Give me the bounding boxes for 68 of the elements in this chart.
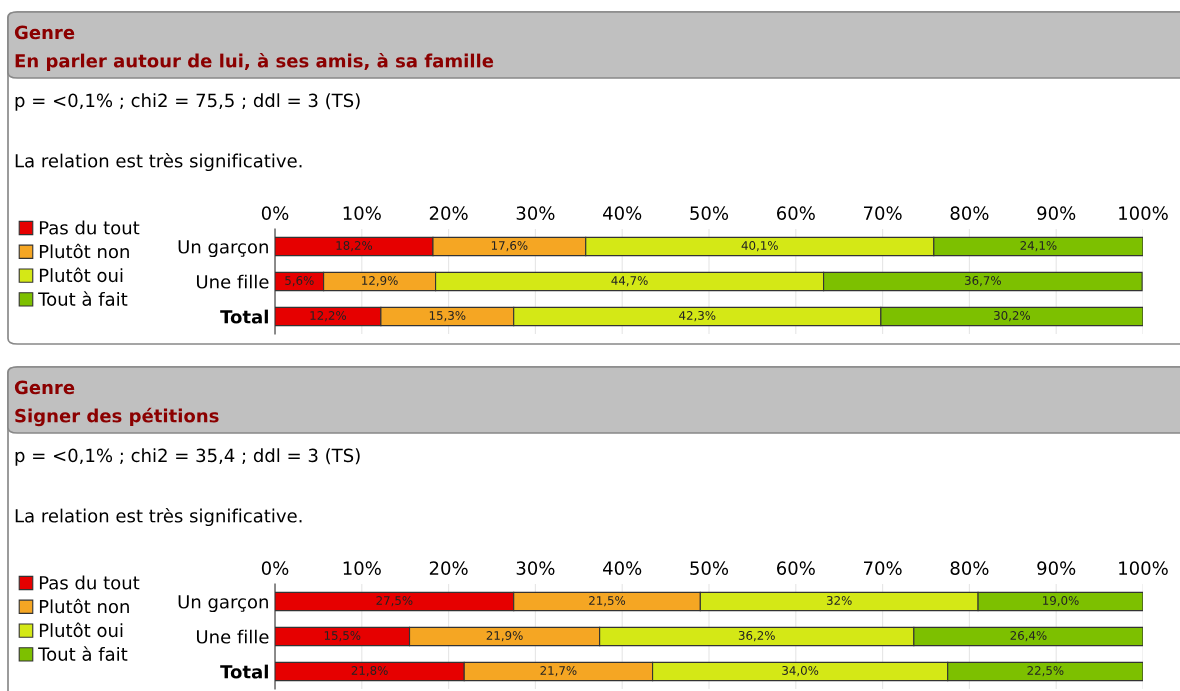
data-label: 15,5% bbox=[324, 631, 361, 642]
x-tick-label: 30% bbox=[516, 206, 555, 220]
data-label: 12,9% bbox=[362, 276, 398, 287]
data-label: 34,0% bbox=[782, 666, 819, 677]
x-tick-label: 100% bbox=[1119, 206, 1168, 220]
data-label: 30,2% bbox=[994, 311, 1031, 322]
y-tick-label: Total bbox=[220, 664, 268, 679]
data-label: 42,3% bbox=[679, 311, 716, 322]
text: Genre bbox=[14, 25, 75, 40]
y-tick-label: Total bbox=[220, 309, 268, 324]
text: Signer des pétitions bbox=[15, 407, 219, 427]
legend-label: Pas du tout bbox=[39, 220, 140, 235]
data-label: 19,0% bbox=[1043, 596, 1079, 607]
legend-label: Plutôt non bbox=[39, 598, 129, 614]
data-label: 21,9% bbox=[486, 631, 523, 642]
x-tick-label: 50% bbox=[690, 206, 729, 220]
x-tick-label: 80% bbox=[950, 206, 989, 220]
data-label: 17,6% bbox=[491, 241, 528, 252]
data-label: 5,6% bbox=[285, 276, 314, 287]
x-tick-label: 20% bbox=[429, 561, 468, 575]
x-tick-label: 40% bbox=[603, 206, 642, 220]
x-tick-label: 10% bbox=[343, 561, 381, 575]
x-tick-label: 90% bbox=[1037, 561, 1076, 575]
x-tick-label: 70% bbox=[864, 206, 902, 220]
data-label: 22,5% bbox=[1027, 666, 1064, 677]
x-tick-label: 60% bbox=[777, 206, 815, 220]
text: La relation est très significative. bbox=[15, 152, 302, 172]
y-tick-label: Un garçon bbox=[178, 595, 268, 613]
data-label: 44,7% bbox=[611, 276, 648, 287]
x-tick-label: 40% bbox=[603, 561, 642, 575]
x-tick-label: 20% bbox=[429, 206, 468, 220]
text: Genre bbox=[14, 380, 75, 395]
data-label: 21,5% bbox=[589, 596, 626, 607]
legend-label: Plutôt oui bbox=[39, 267, 123, 283]
y-tick-label: Une fille bbox=[196, 629, 269, 644]
x-tick-label: 80% bbox=[950, 561, 989, 575]
data-label: 12,2% bbox=[310, 311, 347, 322]
data-label: 40,1% bbox=[741, 241, 778, 252]
data-label: 26,4% bbox=[1010, 631, 1047, 642]
legend-label: Plutôt non bbox=[39, 243, 129, 259]
data-label: 32% bbox=[826, 596, 852, 605]
text: p = <0,1% ; chi2 = 75,5 ; ddl = 3 (TS) bbox=[15, 93, 360, 111]
x-tick-label: 70% bbox=[864, 561, 902, 575]
data-label: 36,2% bbox=[738, 631, 775, 642]
legend-label: Pas du tout bbox=[39, 575, 140, 590]
data-label: 24,1% bbox=[1020, 241, 1057, 252]
text: La relation est très significative. bbox=[15, 507, 302, 527]
x-tick-label: 50% bbox=[690, 561, 729, 575]
y-tick-label: Un garçon bbox=[178, 240, 268, 258]
legend-label: Plutôt oui bbox=[39, 622, 123, 638]
x-tick-label: 60% bbox=[777, 561, 815, 575]
legend-label: Tout à fait bbox=[38, 291, 128, 306]
text: p = <0,1% ; chi2 = 35,4 ; ddl = 3 (TS) bbox=[15, 448, 360, 466]
data-label: 15,3% bbox=[429, 311, 466, 322]
chart-subtitle: En parler autour de lui, à ses amis, à sa famille bbox=[15, 52, 494, 72]
x-tick-label: 90% bbox=[1037, 206, 1076, 220]
data-label: 18,2% bbox=[336, 241, 373, 252]
x-tick-label: 0% bbox=[261, 561, 289, 575]
data-label: 36,7% bbox=[965, 276, 1001, 287]
data-label: 27,5% bbox=[376, 596, 413, 607]
y-tick-label: Une fille bbox=[196, 274, 269, 289]
x-tick-label: 100% bbox=[1119, 561, 1168, 575]
x-tick-label: 10% bbox=[343, 206, 381, 220]
data-label: 21,7% bbox=[540, 666, 577, 677]
x-tick-label: 30% bbox=[516, 561, 555, 575]
data-label: 21,8% bbox=[351, 666, 388, 677]
x-tick-label: 0% bbox=[261, 206, 289, 220]
legend-label: Tout à fait bbox=[38, 646, 128, 661]
